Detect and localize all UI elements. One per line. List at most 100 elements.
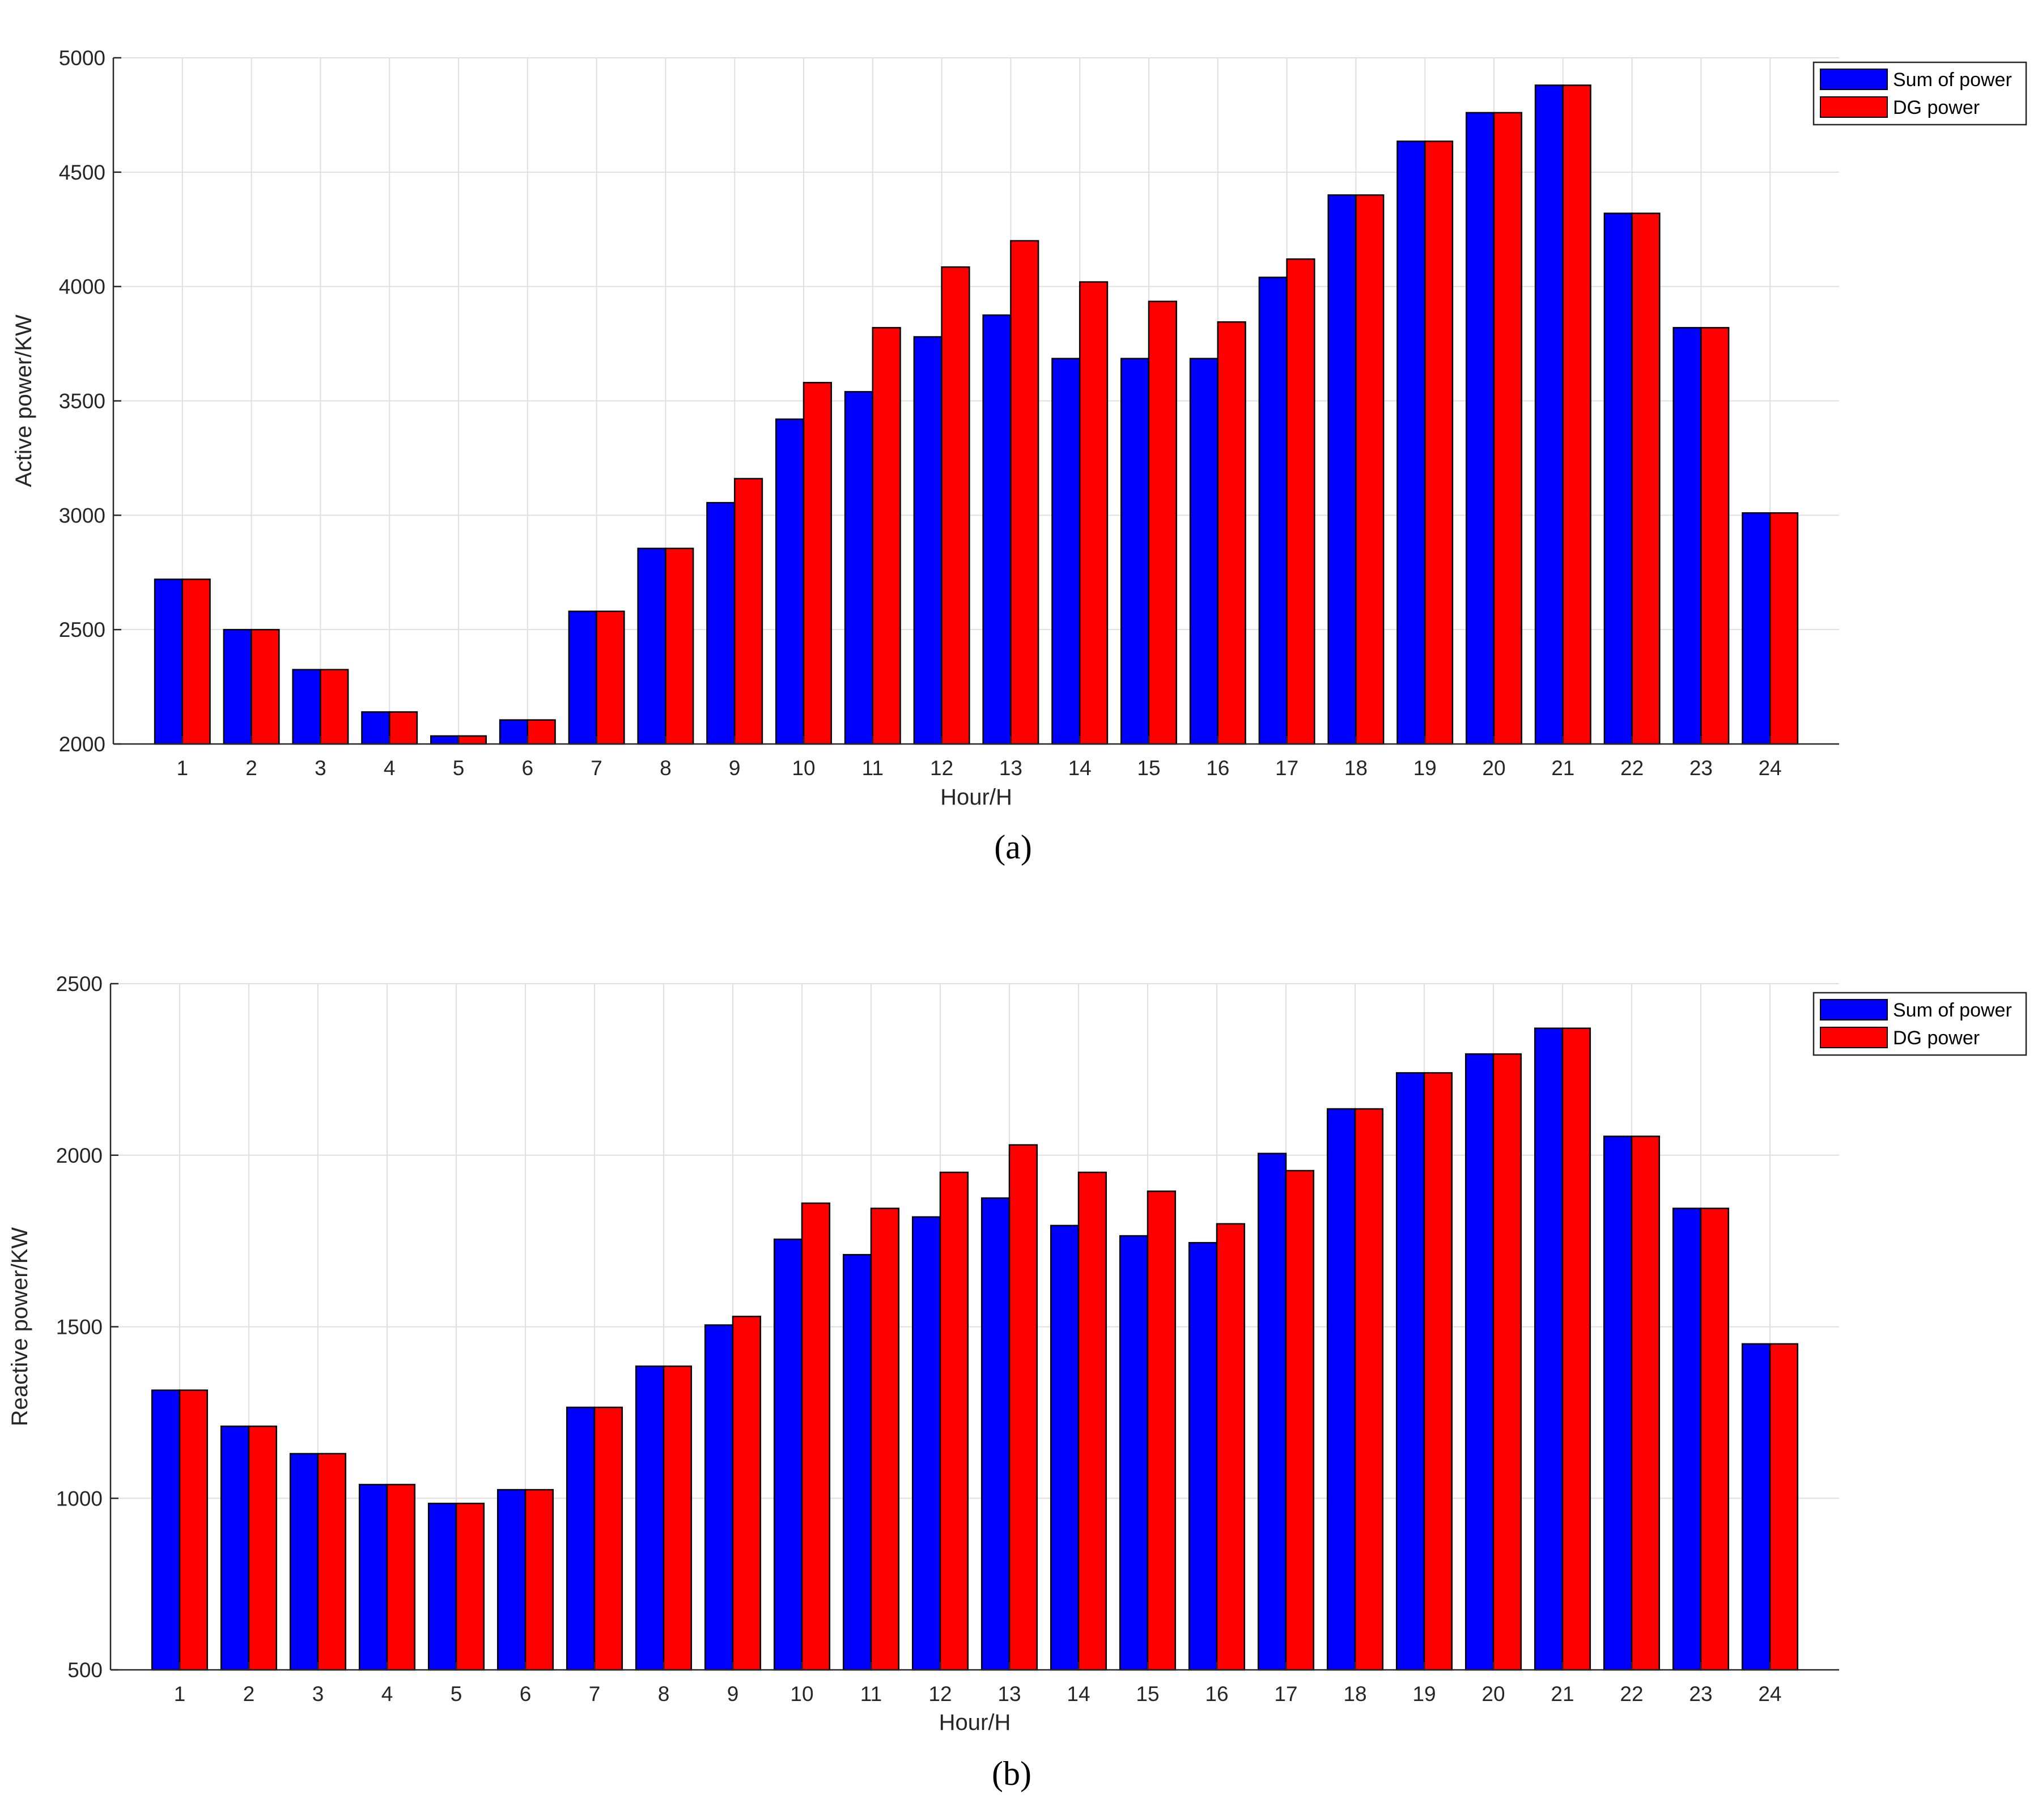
x-tick-label: 16 [1206,756,1229,780]
y-tick-label: 2500 [56,972,103,996]
x-tick-label: 4 [381,1682,393,1706]
x-tick-label: 12 [930,756,953,780]
bar-sum-of-power-hour-22 [1603,212,1633,745]
x-tick-label: 24 [1758,1682,1781,1706]
bar-sum-of-power-hour-13 [980,1197,1011,1671]
y-tick-label: 4000 [59,275,105,299]
x-tick-label: 22 [1620,756,1644,780]
bar-sum-of-power-hour-20 [1466,112,1495,745]
bar-dg-power-hour-16 [1216,1223,1246,1671]
y-tick-label: 2000 [56,1144,103,1167]
bar-sum-of-power-hour-11 [844,391,874,745]
bar-dg-power-hour-18 [1354,1108,1384,1671]
legend: Sum of power DG power [1812,61,2027,126]
y-tick-label: 3000 [59,504,105,527]
x-tick-label: 6 [520,1682,532,1706]
x-tick-label: 9 [729,756,741,780]
bar-sum-of-power-hour-14 [1051,358,1081,745]
legend-swatch-sum-of-power [1820,999,1888,1020]
bar-dg-power-hour-18 [1355,194,1385,745]
bar-sum-of-power-hour-20 [1464,1053,1495,1671]
x-tick-label: 2 [245,756,257,780]
bar-dg-power-hour-6 [524,1489,554,1671]
x-tick-label: 16 [1205,1682,1228,1706]
bar-dg-power-hour-19 [1423,1072,1453,1671]
bar-dg-power-hour-15 [1148,300,1177,745]
x-tick-label: 23 [1689,1682,1712,1706]
bar-sum-of-power-hour-2 [220,1425,250,1671]
x-tick-label: 8 [658,1682,670,1706]
bar-dg-power-hour-11 [872,327,901,745]
x-tick-label: 14 [1067,1682,1090,1706]
y-axis-label: Active power/KW [11,314,36,487]
bar-sum-of-power-hour-17 [1257,1153,1287,1671]
bar-dg-power-hour-15 [1147,1190,1177,1671]
bar-dg-power-hour-14 [1079,281,1109,745]
bar-dg-power-hour-19 [1424,141,1454,745]
bar-dg-power-hour-17 [1285,1170,1315,1671]
bar-sum-of-power-hour-17 [1258,277,1288,745]
x-tick-label: 18 [1344,756,1368,780]
bar-sum-of-power-hour-19 [1395,1072,1425,1671]
bar-sum-of-power-hour-2 [223,628,252,745]
x-tick-label: 5 [453,756,465,780]
bar-sum-of-power-hour-11 [842,1254,872,1671]
x-tick-label: 12 [928,1682,952,1706]
panel-caption: (b) [992,1755,1031,1792]
x-tick-label: 11 [862,756,884,780]
y-tick-label: 1500 [56,1316,103,1339]
bar-sum-of-power-hour-12 [913,336,943,745]
x-tick-label: 1 [174,1682,186,1706]
bar-dg-power-hour-24 [1769,1343,1799,1671]
bar-sum-of-power-hour-4 [361,711,390,745]
bar-dg-power-hour-24 [1769,512,1799,745]
bar-sum-of-power-hour-19 [1396,141,1426,745]
x-axis-label: Hour/H [940,785,1012,810]
bar-dg-power-hour-20 [1493,112,1522,745]
legend-label-sum-of-power: Sum of power [1893,69,2012,91]
bar-sum-of-power-hour-5 [427,1503,457,1671]
bar-dg-power-hour-13 [1010,240,1039,745]
x-tick-label: 10 [792,756,815,780]
bar-dg-power-hour-4 [388,711,418,745]
legend-label-sum-of-power: Sum of power [1893,1000,2012,1021]
bar-dg-power-hour-22 [1631,1136,1661,1671]
x-tick-label: 21 [1551,1682,1574,1706]
bar-sum-of-power-hour-15 [1119,1235,1149,1671]
bar-dg-power-hour-9 [733,478,763,745]
bar-sum-of-power-hour-15 [1120,358,1150,745]
legend: Sum of power DG power [1812,992,2027,1056]
bar-dg-power-hour-10 [803,381,832,745]
bar-dg-power-hour-2 [251,628,280,745]
bar-sum-of-power-hour-14 [1050,1224,1080,1671]
legend-swatch-dg-power [1820,96,1888,118]
bar-dg-power-hour-9 [732,1316,762,1671]
bar-sum-of-power-hour-3 [292,669,321,745]
bar-dg-power-hour-2 [248,1425,278,1671]
bar-dg-power-hour-14 [1077,1171,1107,1671]
x-tick-label: 20 [1482,756,1505,780]
legend-swatch-dg-power [1820,1027,1888,1048]
bar-dg-power-hour-7 [596,610,625,745]
bar-sum-of-power-hour-21 [1534,1027,1564,1671]
x-tick-label: 8 [660,756,672,780]
bar-sum-of-power-hour-10 [775,418,805,745]
x-tick-label: 7 [591,756,602,780]
y-tick-label: 5000 [59,46,105,70]
x-tick-label: 9 [727,1682,739,1706]
x-tick-label: 13 [999,756,1022,780]
x-tick-label: 22 [1620,1682,1643,1706]
bar-dg-power-hour-3 [317,1453,347,1671]
legend-swatch-sum-of-power [1820,69,1888,90]
bar-dg-power-hour-1 [179,1389,209,1671]
x-tick-label: 1 [177,756,189,780]
bar-sum-of-power-hour-10 [773,1238,803,1671]
bar-dg-power-hour-8 [663,1365,693,1671]
bar-sum-of-power-hour-12 [911,1216,941,1671]
bar-sum-of-power-hour-13 [982,314,1012,745]
legend-label-dg-power: DG power [1893,1027,1980,1049]
